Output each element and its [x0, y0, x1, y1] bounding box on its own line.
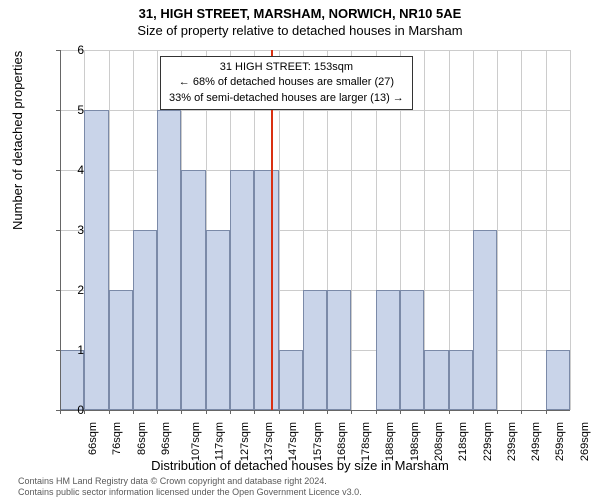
x-tick-label: 168sqm: [336, 422, 348, 461]
x-tick-label: 147sqm: [287, 422, 299, 461]
chart-container: 31, HIGH STREET, MARSHAM, NORWICH, NR10 …: [0, 0, 600, 500]
x-tick-label: 96sqm: [160, 422, 172, 455]
histogram-bar: [327, 290, 351, 410]
chart-subtitle: Size of property relative to detached ho…: [0, 23, 600, 38]
x-tick-label: 239sqm: [506, 422, 518, 461]
footer-line2: Contains public sector information licen…: [18, 487, 362, 498]
x-tick-label: 137sqm: [263, 422, 275, 461]
grid-line-h: [60, 170, 570, 171]
grid-line-v: [521, 50, 522, 410]
histogram-bar: [376, 290, 400, 410]
x-tick-label: 218sqm: [457, 422, 469, 461]
histogram-bar: [133, 230, 157, 410]
histogram-bar: [400, 290, 424, 410]
histogram-bar: [546, 350, 570, 410]
histogram-bar: [473, 230, 497, 410]
annotation-line3: 33% of semi-detached houses are larger (…: [169, 91, 404, 106]
annotation-line1: 31 HIGH STREET: 153sqm: [169, 60, 404, 75]
x-tick-label: 127sqm: [239, 422, 251, 461]
grid-line-v: [497, 50, 498, 410]
y-tick-label: 0: [77, 403, 84, 417]
histogram-bar: [84, 110, 108, 410]
footer-attribution: Contains HM Land Registry data © Crown c…: [18, 476, 362, 498]
annotation-box: 31 HIGH STREET: 153sqm← 68% of detached …: [160, 56, 413, 110]
footer-line1: Contains HM Land Registry data © Crown c…: [18, 476, 362, 487]
x-tick-label: 157sqm: [312, 422, 324, 461]
grid-line-h: [60, 50, 570, 51]
histogram-bar: [206, 230, 230, 410]
histogram-bar: [303, 290, 327, 410]
x-tick-label: 229sqm: [482, 422, 494, 461]
x-tick-label: 188sqm: [385, 422, 397, 461]
x-tick-label: 86sqm: [136, 422, 148, 455]
x-tick-label: 259sqm: [555, 422, 567, 461]
x-tick-label: 249sqm: [530, 422, 542, 461]
y-tick-label: 6: [77, 43, 84, 57]
grid-line-v: [570, 50, 571, 410]
x-tick-label: 208sqm: [433, 422, 445, 461]
x-tick-label: 117sqm: [214, 422, 226, 460]
x-axis-line: [60, 410, 570, 411]
x-tick-label: 107sqm: [190, 422, 202, 461]
histogram-bar: [109, 290, 133, 410]
annotation-line2: ← 68% of detached houses are smaller (27…: [169, 75, 404, 90]
histogram-bar: [181, 170, 205, 410]
histogram-bar: [157, 110, 181, 410]
histogram-bar: [60, 350, 84, 410]
histogram-bar: [279, 350, 303, 410]
y-tick-label: 5: [77, 103, 84, 117]
x-tick-label: 178sqm: [360, 422, 372, 461]
histogram-bar: [424, 350, 448, 410]
y-tick-label: 2: [77, 283, 84, 297]
plot-area: 31 HIGH STREET: 153sqm← 68% of detached …: [60, 50, 570, 410]
x-tick-label: 76sqm: [111, 422, 123, 455]
y-tick-label: 4: [77, 163, 84, 177]
chart-title-address: 31, HIGH STREET, MARSHAM, NORWICH, NR10 …: [0, 6, 600, 21]
y-tick-label: 1: [77, 343, 84, 357]
y-axis-title: Number of detached properties: [10, 51, 25, 230]
y-axis-line: [60, 50, 61, 410]
histogram-bar: [254, 170, 278, 410]
histogram-bar: [230, 170, 254, 410]
x-tick-label: 66sqm: [87, 422, 99, 455]
y-tick-label: 3: [77, 223, 84, 237]
x-tick-label: 198sqm: [409, 422, 421, 461]
histogram-bar: [449, 350, 473, 410]
x-tick-label: 269sqm: [579, 422, 591, 461]
title-block: 31, HIGH STREET, MARSHAM, NORWICH, NR10 …: [0, 0, 600, 38]
